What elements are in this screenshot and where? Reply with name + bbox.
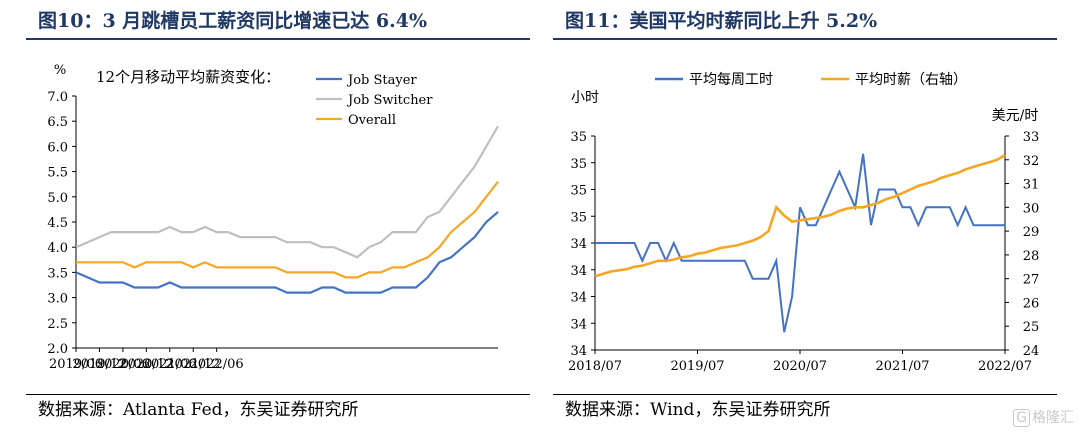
x-tick-label: 2022/06 — [190, 357, 244, 372]
x-tick-label: 2022/07 — [978, 359, 1032, 374]
y-tick-label: 5.5 — [47, 166, 68, 181]
y-tick-label: 4.5 — [47, 216, 68, 231]
right-y-tick-label: 29 — [1023, 225, 1040, 240]
right-y-tick-label: 33 — [1023, 130, 1040, 145]
series-line-overall — [76, 181, 499, 279]
left-y-tick-label: 35 — [570, 210, 587, 225]
left-source-note: 数据来源：Atlanta Fed，东吴证券研究所 — [38, 400, 359, 420]
y-tick-label: 7.0 — [47, 90, 68, 105]
left-source-rule — [26, 394, 530, 395]
legend-label: Overall — [348, 113, 396, 128]
left-y-tick-label: 34 — [570, 317, 587, 332]
left-y-tick-label: 35 — [570, 157, 587, 172]
x-tick-label: 2021/06 — [143, 357, 197, 372]
x-tick-label: 2021/07 — [875, 359, 929, 374]
series-line-weekly-hours — [595, 153, 1005, 333]
chart-subtitle: 12个月移动平均薪资变化： — [96, 68, 280, 86]
right-y-tick-label: 30 — [1023, 201, 1040, 216]
y-tick-label: 6.5 — [47, 115, 68, 130]
right-y-tick-label: 28 — [1023, 249, 1040, 264]
right-y-tick-label: 31 — [1023, 178, 1040, 193]
watermark-logo-icon: G — [1013, 409, 1030, 427]
x-tick-label: 2020/07 — [773, 359, 827, 374]
x-tick-label: 2020/12 — [119, 357, 173, 372]
left-axis-unit-label: 小时 — [571, 90, 599, 106]
right-y-tick-label: 27 — [1023, 273, 1040, 288]
y-unit-label: % — [54, 63, 66, 78]
y-tick-label: 6.0 — [47, 140, 68, 155]
left-figure-title: 图10：3 月跳槽员工薪资同比增速已达 6.4% — [38, 10, 427, 32]
right-y-tick-label: 26 — [1023, 296, 1040, 311]
series-line-job-stayer — [75, 211, 499, 294]
y-tick-label: 5.0 — [47, 191, 68, 206]
series-line-hourly-wage — [594, 153, 1006, 278]
x-tick-label: 2021/12 — [166, 357, 220, 372]
x-tick-label: 2019/12 — [72, 357, 126, 372]
legend-label: 平均每周工时 — [689, 72, 773, 88]
left-figure: 图10：3 月跳槽员工薪资同比增速已达 6.4% 2.0 2.5 3.0 3.5 4.0… — [18, 0, 538, 435]
right-axis-unit-label: 美元/时 — [992, 108, 1039, 124]
left-y-tick-label: 35 — [570, 130, 587, 145]
watermark: G 格隆汇 — [1013, 407, 1074, 427]
left-y-tick-label: 35 — [570, 184, 587, 199]
right-figure: 图11：美国平均时薪同比上升 5.2% 34 34 34 34 34 35 35 35 35 24… — [545, 0, 1065, 435]
left-chart: 2.0 2.5 3.0 3.5 4.0 4.5 5.0 5.5 6.0 6.5 7.0% 2019/0… — [47, 63, 499, 372]
legend-label: Job Switcher — [346, 93, 433, 108]
y-tick-label: 3.5 — [47, 266, 68, 281]
series-line-job-switcher — [75, 125, 499, 259]
right-title-rule — [553, 38, 1057, 40]
x-tick-label: 2019/07 — [670, 359, 724, 374]
left-title-rule — [26, 38, 530, 40]
x-tick-label: 2020/06 — [96, 357, 150, 372]
legend-label: Job Stayer — [346, 73, 417, 88]
y-tick-label: 3.0 — [47, 292, 68, 307]
left-y-tick-label: 34 — [570, 237, 587, 252]
right-figure-title: 图11：美国平均时薪同比上升 5.2% — [565, 10, 878, 32]
y-tick-label: 4.0 — [47, 241, 68, 256]
left-y-tick-label: 34 — [570, 344, 587, 359]
left-y-tick-label: 34 — [570, 264, 587, 279]
x-tick-label: 2018/07 — [568, 359, 622, 374]
right-source-rule — [553, 394, 1057, 395]
right-chart: 34 34 34 34 34 35 35 35 35 24 25 26 27 28 29 30 31 32 33 小时… — [568, 72, 1040, 374]
right-y-tick-label: 24 — [1023, 344, 1040, 359]
watermark-text: 格隆汇 — [1032, 410, 1074, 426]
left-y-tick-label: 34 — [570, 291, 587, 306]
x-tick-label: 2019/06 — [49, 357, 103, 372]
y-tick-label: 2.5 — [47, 317, 68, 332]
right-y-tick-label: 32 — [1023, 154, 1040, 169]
right-y-tick-label: 25 — [1023, 320, 1040, 335]
y-tick-label: 2.0 — [47, 342, 68, 357]
legend-label: 平均时薪（右轴） — [855, 72, 967, 88]
right-source-note: 数据来源：Wind，东吴证券研究所 — [565, 400, 831, 420]
